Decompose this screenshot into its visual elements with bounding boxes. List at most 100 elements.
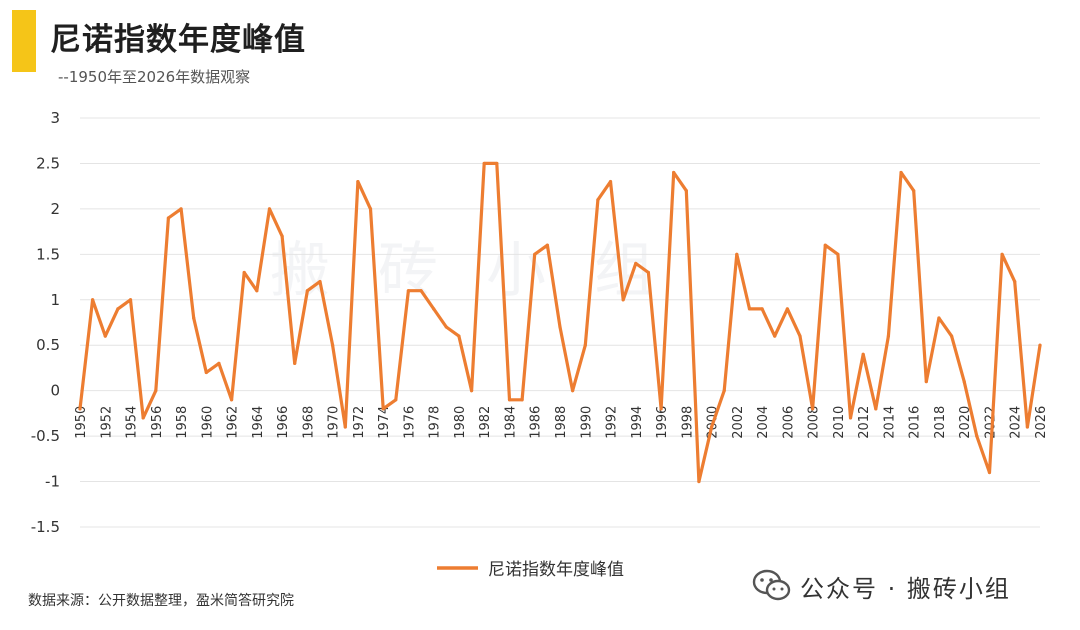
data-point [924,379,928,384]
y-tick-label: -1.5 [31,518,60,536]
x-tick-label: 1960 [200,406,215,439]
data-point [684,189,688,193]
x-tick-label: 1990 [579,406,594,439]
data-point [912,189,916,193]
data-point [735,252,739,256]
x-tick-label: 1964 [251,406,266,439]
data-point [608,180,613,184]
x-tick-label: 1966 [276,406,291,439]
data-point [242,270,246,275]
data-point [823,243,827,247]
x-tick-label: 2018 [933,406,948,439]
data-point [1025,425,1029,429]
data-point [394,398,398,402]
x-tick-label: 1952 [99,406,114,439]
data-point [343,425,347,429]
x-tick-label: 1998 [680,406,695,439]
data-point [482,161,486,166]
x-tick-label: 1992 [605,406,620,439]
x-tick-label: 1974 [377,406,392,439]
x-tick-label: 1978 [428,406,443,439]
x-tick-label: 1956 [150,406,165,439]
y-tick-label: 3 [50,109,60,127]
data-point [166,216,171,220]
y-axis-ticks: 3 2.5 2 1.5 1 0.5 0 -0.5 -1 -1.5 [31,109,60,536]
data-point [697,479,701,484]
data-point [91,298,95,302]
data-point [293,361,297,365]
title-accent-bar [12,10,36,72]
data-point [305,289,309,293]
y-tick-label: 0 [50,382,60,400]
x-tick-label: 2006 [781,406,796,439]
data-source-note: 数据来源：公开数据整理，盈米简答研究院 [28,593,294,609]
page-title: 尼诺指数年度峰值 [50,22,306,58]
data-point [634,261,638,266]
data-point [962,379,966,384]
y-tick-label: 1 [50,291,60,309]
x-tick-label: 2008 [807,406,822,439]
data-point [621,298,625,302]
data-point [545,243,549,247]
data-point [1013,280,1017,284]
data-point [583,343,587,347]
data-point [154,389,158,393]
data-point [798,334,802,338]
x-tick-label: 1958 [175,406,190,439]
data-point [356,180,360,184]
x-tick-label: 1972 [352,406,367,439]
x-tick-label: 1988 [554,406,569,439]
data-point [874,407,878,411]
data-point [672,170,676,175]
x-tick-label: 1996 [655,406,670,439]
data-point [469,389,474,393]
data-point [571,389,575,393]
data-point [1038,343,1042,347]
data-point [318,280,322,284]
data-point [229,398,234,402]
data-point [646,270,651,275]
data-point [722,389,726,393]
data-point [987,470,992,475]
page-subtitle: --1950年至2026年数据观察 [58,68,251,86]
data-point [848,416,853,420]
data-point [861,352,865,356]
data-point [368,207,373,211]
x-tick-label: 1984 [503,406,518,439]
data-point [406,289,411,293]
x-tick-label: 2024 [1009,406,1024,439]
data-point [457,334,461,338]
data-point [886,334,891,338]
x-tick-label: 2020 [958,406,973,439]
legend-label: 尼诺指数年度峰值 [488,560,624,580]
x-tick-label: 2012 [857,406,872,439]
x-tick-label: 2014 [882,406,897,439]
brand-badge: 公众号 · 搬砖小组 [752,568,1011,604]
x-tick-label: 1980 [453,406,468,439]
y-tick-label: 2 [50,200,60,218]
wechat-icon [752,569,791,601]
x-tick-label: 1976 [402,406,417,439]
data-point [141,416,145,420]
x-tick-label: 2002 [731,406,746,439]
data-point [128,298,133,302]
x-tick-label: 1968 [301,406,316,439]
data-point [659,407,663,411]
data-point [811,407,815,411]
x-tick-label: 1962 [226,406,241,439]
x-tick-label: 1970 [327,406,342,439]
x-tick-label: 1954 [125,406,140,439]
data-point [179,207,183,211]
x-tick-label: 2004 [756,406,771,439]
data-point [217,361,221,365]
data-point [507,398,512,402]
legend: 尼诺指数年度峰值 [437,560,624,580]
data-point [78,407,82,411]
data-point [495,161,499,166]
data-point [899,170,903,175]
data-point [204,370,208,375]
data-point [192,316,196,320]
x-tick-label: 1950 [74,406,89,439]
data-point [533,252,537,256]
